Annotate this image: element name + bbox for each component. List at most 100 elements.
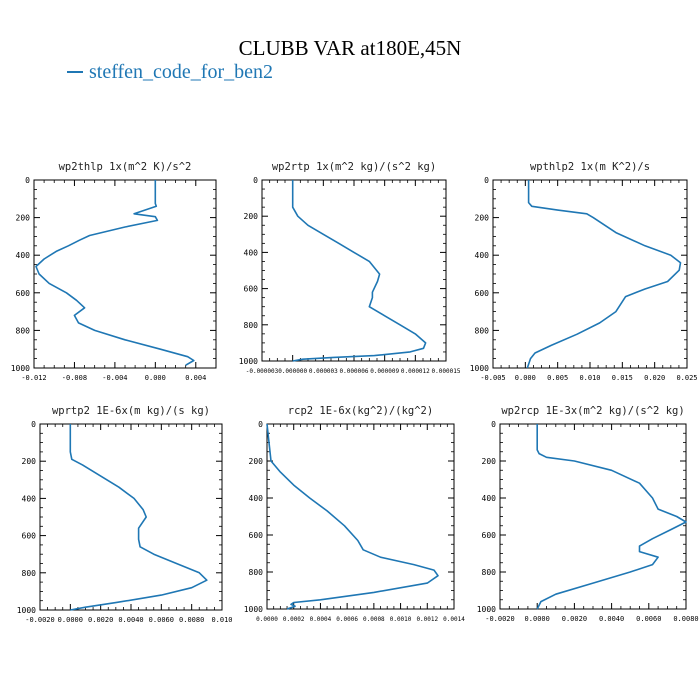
series-line	[291, 180, 427, 362]
series-line	[536, 424, 687, 610]
x-tick-label: 0.0000	[58, 616, 83, 624]
series-line	[69, 424, 208, 611]
y-tick-label: 200	[244, 212, 259, 221]
y-tick-label: 0	[491, 420, 496, 429]
y-tick-label: 800	[16, 326, 31, 335]
y-tick-label: 600	[482, 531, 497, 540]
legend: steffen_code_for_ben2	[67, 60, 273, 84]
y-tick-label: 1000	[17, 606, 36, 615]
series-line	[35, 180, 195, 366]
y-tick-label: 600	[244, 285, 259, 294]
x-tick-label: 0.010	[211, 616, 232, 624]
legend-label: steffen_code_for_ben2	[89, 60, 274, 83]
y-tick-label: 200	[16, 214, 31, 223]
plot-frame	[261, 179, 447, 362]
y-tick-label: 800	[244, 321, 259, 330]
x-tick-label: 0.0000	[525, 615, 550, 623]
x-tick-label: 0.0040	[599, 615, 624, 623]
chart-panel: wpthlp2 1x(m K^2)/s -0.005 0.000 0.005 0.010…	[470, 161, 698, 382]
y-tick-label: 800	[249, 568, 264, 577]
chart-panel: wp2thlp 1x(m^2 K)/s^2 -0.012 -0.008 -0.004 0…	[11, 161, 217, 382]
x-tick-label: -0.008	[62, 374, 87, 382]
y-tick-label: 1000	[244, 605, 263, 614]
y-tick-label: 200	[475, 214, 490, 223]
x-tick-label: -0.012	[21, 374, 46, 382]
plot-frame	[492, 179, 688, 369]
y-tick-label: 400	[22, 494, 37, 503]
page-title: CLUBB VAR at180E,45N	[238, 36, 462, 60]
panel-title: wpthlp2 1x(m K^2)/s	[530, 161, 650, 173]
y-tick-label: 1000	[477, 605, 496, 614]
y-tick-label: 400	[244, 248, 259, 257]
y-tick-label: 200	[22, 457, 37, 466]
y-tick-label: 0	[484, 176, 489, 185]
y-tick-label: 600	[249, 531, 264, 540]
y-tick-label: 1000	[11, 364, 30, 373]
chart-panel: wp2rcp 1E-3x(m^2 kg)/(s^2 kg) -0.0020 0.00…	[477, 405, 699, 623]
chart-panel: rcp2 1E-6x(kg^2)/(kg^2) 0.0000 0.0002 0.000…	[244, 405, 465, 623]
y-tick-label: 200	[482, 457, 497, 466]
panel-title: wp2rcp 1E-3x(m^2 kg)/(s^2 kg)	[501, 405, 684, 417]
x-tick-label: 0.000	[145, 374, 166, 382]
panel-title: wp2rtp 1x(m^2 kg)/(s^2 kg)	[272, 161, 436, 173]
y-tick-label: 800	[22, 569, 37, 578]
x-tick-label: 0.005	[547, 374, 568, 382]
x-tick-label: 0.0010	[390, 616, 412, 623]
x-tick-label: 0.015	[612, 374, 633, 382]
x-tick-label: -0.000003	[246, 368, 279, 375]
y-tick-label: 600	[16, 289, 31, 298]
x-tick-label: 0.0060	[636, 615, 661, 623]
panel-title: wp2thlp 1x(m^2 K)/s^2	[59, 161, 192, 173]
x-tick-label: -0.005	[480, 374, 505, 382]
chart-panel: wprtp2 1E-6x(m kg)/(s kg) -0.0020 0.0000 0.…	[17, 405, 233, 624]
x-tick-label: 0.000006	[340, 368, 369, 375]
x-tick-label: 0.000000	[278, 368, 307, 375]
x-tick-label: 0.0000	[256, 616, 278, 623]
panel-title: wprtp2 1E-6x(m kg)/(s kg)	[52, 405, 210, 417]
y-tick-label: 1000	[470, 364, 489, 373]
x-tick-label: 0.0006	[336, 616, 358, 623]
plot-frame	[266, 423, 455, 610]
x-tick-label: 0.0012	[416, 616, 438, 623]
y-tick-label: 800	[475, 326, 490, 335]
x-tick-label: 0.004	[185, 374, 206, 382]
x-tick-label: 0.0008	[363, 616, 385, 623]
x-tick-label: 0.0020	[562, 615, 587, 623]
x-tick-label: 0.0004	[310, 616, 332, 623]
y-tick-label: 400	[249, 494, 264, 503]
x-tick-label: 0.0002	[283, 616, 305, 623]
y-tick-label: 0	[25, 176, 30, 185]
series-line	[266, 423, 439, 610]
x-tick-label: 0.020	[644, 374, 665, 382]
y-tick-label: 1000	[239, 357, 258, 366]
x-tick-label: 0.025	[676, 374, 697, 382]
x-tick-label: 0.0060	[149, 616, 174, 624]
x-tick-label: 0.000	[515, 374, 536, 382]
y-tick-label: 400	[482, 494, 497, 503]
x-tick-label: 0.0040	[118, 616, 143, 624]
plot-frame	[39, 423, 223, 611]
y-tick-label: 600	[475, 289, 490, 298]
x-tick-label: 0.010	[579, 374, 600, 382]
panel-title: rcp2 1E-6x(kg^2)/(kg^2)	[288, 405, 433, 417]
x-tick-label: 0.000012	[401, 368, 430, 375]
y-tick-label: 600	[22, 532, 37, 541]
y-tick-label: 400	[16, 251, 31, 260]
x-tick-label: -0.0020	[25, 616, 55, 624]
chart-panel: wp2rtp 1x(m^2 kg)/(s^2 kg)-0.000003 0.000…	[239, 161, 461, 375]
x-tick-label: 0.0080	[179, 616, 204, 624]
y-tick-label: 200	[249, 457, 264, 466]
y-tick-label: 0	[258, 420, 263, 429]
y-tick-label: 400	[475, 251, 490, 260]
x-tick-label: 0.000009	[370, 368, 399, 375]
x-tick-label: 0.0014	[443, 616, 465, 623]
plot-frame	[499, 423, 687, 610]
series-line	[526, 180, 682, 369]
y-tick-label: 800	[482, 568, 497, 577]
x-tick-label: -0.004	[102, 374, 127, 382]
x-tick-label: 0.000003	[309, 368, 338, 375]
x-tick-label: 0.0080	[673, 615, 698, 623]
y-tick-label: 0	[31, 420, 36, 429]
legend-line-swatch	[67, 71, 83, 73]
